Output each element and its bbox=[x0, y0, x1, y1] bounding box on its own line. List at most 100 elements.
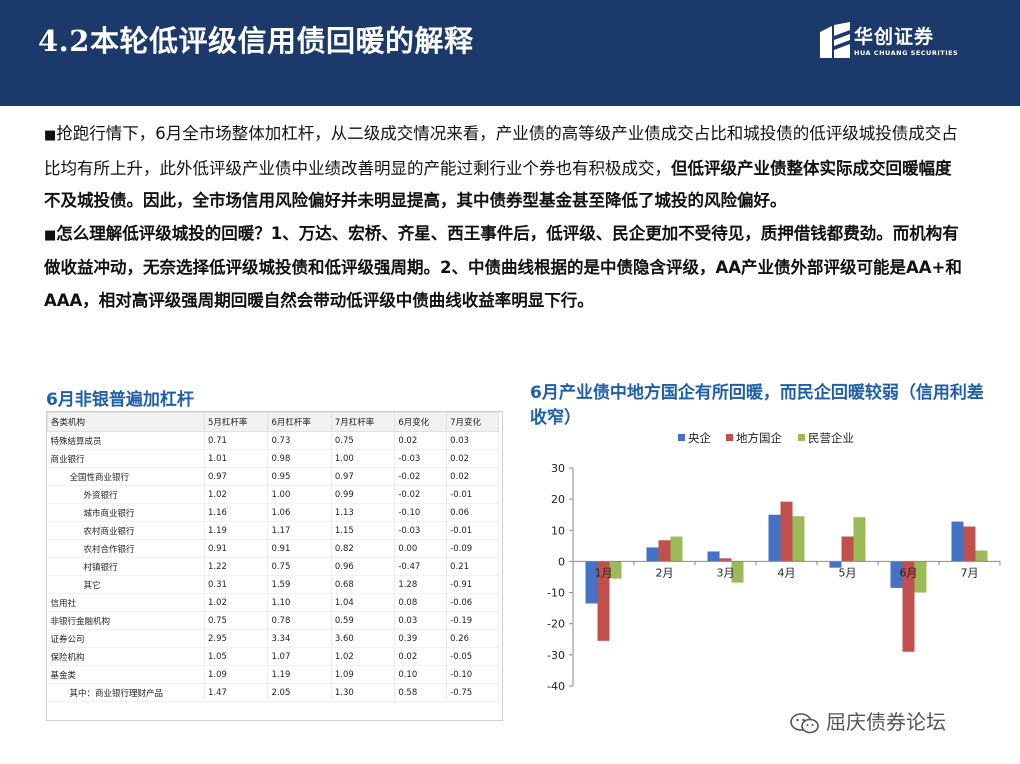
y-tick-label: -10 bbox=[547, 587, 565, 600]
bar bbox=[902, 561, 915, 652]
bar bbox=[768, 514, 781, 562]
x-tick-label: 6月 bbox=[900, 566, 918, 579]
table-cell: -0.03 bbox=[394, 521, 448, 540]
paragraph-2-bold: 怎么理解低评级城投的回暖？1、万达、宏桥、齐星、西王事件后，低评级、民企更加不受… bbox=[44, 223, 962, 310]
table-row: 农村商业银行 1.19 1.17 1.15 -0.03 -0.01 bbox=[47, 521, 499, 540]
bar bbox=[707, 551, 720, 562]
table-cell: 1.19 bbox=[204, 521, 269, 540]
bar bbox=[597, 561, 610, 641]
row-label: 证券公司 bbox=[47, 629, 205, 648]
table-row: 农村合作银行 0.91 0.91 0.82 0.00 -0.09 bbox=[47, 539, 499, 558]
table-cell: -0.19 bbox=[446, 611, 499, 630]
x-tick-label: 5月 bbox=[839, 566, 857, 579]
table-cell: -0.02 bbox=[394, 485, 448, 504]
table-cell: 1.04 bbox=[331, 593, 396, 612]
table-row: 其中：商业银行理财产品 1.47 2.05 1.30 0.58 -0.75 bbox=[47, 683, 499, 702]
bar bbox=[646, 547, 659, 562]
bar bbox=[975, 550, 988, 562]
table-cell: 0.96 bbox=[331, 557, 396, 576]
row-label: 特殊结算成员 bbox=[47, 431, 205, 450]
table-cell: -0.09 bbox=[446, 539, 499, 558]
table-cell: 0.68 bbox=[331, 575, 396, 594]
y-tick-label: -40 bbox=[547, 680, 565, 693]
table-cell: 0.59 bbox=[331, 611, 396, 630]
paragraph-1-bold: 但低评级产业债整体实际成交回暖幅度不及城投债。因此，全市场信用风险偏好并未明显提… bbox=[44, 158, 952, 211]
table-cell: -0.01 bbox=[446, 485, 499, 504]
table-cell: 1.01 bbox=[204, 449, 269, 468]
header-bar: 4.2本轮低评级信用债回暖的解释 华创证券 HUA CHUANG SECURIT… bbox=[0, 0, 1020, 106]
legend-label: 民营企业 bbox=[808, 431, 854, 445]
table-row: 村镇银行 1.22 0.75 0.96 -0.47 0.21 bbox=[47, 557, 499, 576]
bar bbox=[719, 558, 732, 562]
table-cell: 1.02 bbox=[331, 647, 396, 666]
row-label: 农村合作银行 bbox=[47, 539, 205, 558]
table-cell: -0.05 bbox=[446, 647, 499, 666]
table-cell: 1.13 bbox=[331, 503, 396, 522]
table-cell: 0.75 bbox=[331, 431, 396, 450]
row-label: 其中：商业银行理财产品 bbox=[47, 683, 205, 702]
row-label: 保险机构 bbox=[47, 647, 205, 666]
table-cell: 1.00 bbox=[331, 449, 396, 468]
wechat-icon bbox=[790, 712, 819, 733]
table-cell: 1.15 bbox=[331, 521, 396, 540]
table-cell: 0.98 bbox=[267, 449, 332, 468]
table-cell: -0.10 bbox=[446, 665, 499, 684]
paragraph-2: ■怎么理解低评级城投的回暖？1、万达、宏桥、齐星、西王事件后，低评级、民企更加不… bbox=[44, 218, 964, 318]
logo-mark-icon bbox=[820, 22, 850, 58]
row-label: 非银行金融机构 bbox=[47, 611, 205, 630]
body-text: ■抢跑行情下，6月全市场整体加杠杆，从二级成交情况来看，产业债的高等级产业债成交… bbox=[44, 118, 964, 317]
leverage-table-container: 各类机构 5月杠杆率 6月杠杆率 7月杠杆率 6月变化 7月变化 特殊结算成员 0.71 0.… bbox=[46, 411, 503, 721]
bar bbox=[609, 561, 622, 579]
table-row: 证券公司 2.95 3.34 3.60 0.39 0.26 bbox=[47, 629, 499, 648]
table-cell: 0.21 bbox=[446, 557, 499, 576]
table-cell: 0.06 bbox=[446, 503, 499, 522]
table-cell: 0.75 bbox=[204, 611, 269, 630]
bar bbox=[731, 561, 744, 583]
legend-swatch bbox=[678, 434, 685, 441]
table-cell: 1.47 bbox=[204, 683, 269, 702]
table-cell: 0.02 bbox=[394, 647, 448, 666]
column-header: 7月变化 bbox=[446, 412, 499, 432]
row-label: 全国性商业银行 bbox=[47, 467, 205, 486]
y-tick-label: -20 bbox=[547, 618, 565, 631]
bar bbox=[841, 536, 854, 562]
table-cell: -0.01 bbox=[446, 521, 499, 540]
table-cell: 0.08 bbox=[394, 593, 448, 612]
table-row: 其它 0.31 1.59 0.68 1.28 -0.91 bbox=[47, 575, 499, 594]
table-cell: 1.16 bbox=[204, 503, 269, 522]
table-cell: 1.05 bbox=[204, 647, 269, 666]
x-tick-label: 7月 bbox=[961, 566, 979, 579]
table-cell: 0.03 bbox=[394, 611, 448, 630]
bar bbox=[853, 517, 866, 562]
table-row: 特殊结算成员 0.71 0.73 0.75 0.02 0.03 bbox=[47, 431, 499, 450]
spread-bar-chart: 央企 地方国企 民营企业 30 20 10 0 -10 -20 -30 -40 1月 2月 3月 4月 5月 6… bbox=[547, 431, 1001, 693]
column-header: 6月变化 bbox=[394, 412, 448, 432]
bar bbox=[670, 536, 683, 562]
table-row: 商业银行 1.01 0.98 1.00 -0.03 0.02 bbox=[47, 449, 499, 468]
table-cell: 0.03 bbox=[446, 431, 499, 450]
legend-label: 地方国企 bbox=[736, 431, 782, 445]
row-label: 城市商业银行 bbox=[47, 503, 205, 522]
column-header: 7月杠杆率 bbox=[330, 412, 396, 432]
table-cell: -0.75 bbox=[446, 683, 499, 702]
legend-swatch bbox=[726, 434, 733, 441]
x-tick-label: 2月 bbox=[656, 566, 674, 579]
leverage-table: 各类机构 5月杠杆率 6月杠杆率 7月杠杆率 6月变化 7月变化 特殊结算成员 0.71 0.… bbox=[47, 412, 499, 702]
table-cell: 0.26 bbox=[446, 629, 499, 648]
table-cell: 1.00 bbox=[267, 485, 332, 504]
legend-swatch bbox=[798, 434, 805, 441]
table-cell: 1.22 bbox=[204, 557, 269, 576]
table-cell: 0.02 bbox=[446, 449, 499, 468]
paragraph-1-normal: 抢跑行情下，6月全市场整体加杠杆，从二级成交情况来看，产业债的高等级产业债成交占… bbox=[44, 124, 958, 178]
table-cell: -0.91 bbox=[446, 575, 499, 594]
table-cell: -0.02 bbox=[394, 467, 448, 486]
bar bbox=[829, 561, 842, 568]
table-row: 信用社 1.02 1.10 1.04 0.08 -0.06 bbox=[47, 593, 499, 612]
table-cell: 0.00 bbox=[394, 539, 448, 558]
table-cell: 0.02 bbox=[446, 467, 499, 486]
table-cell: 3.60 bbox=[331, 629, 396, 648]
table-cell: 0.02 bbox=[394, 431, 448, 450]
slide-title: 4.2本轮低评级信用债回暖的解释 bbox=[38, 24, 474, 58]
table-cell: 0.95 bbox=[267, 467, 332, 486]
row-label: 商业银行 bbox=[47, 449, 205, 468]
